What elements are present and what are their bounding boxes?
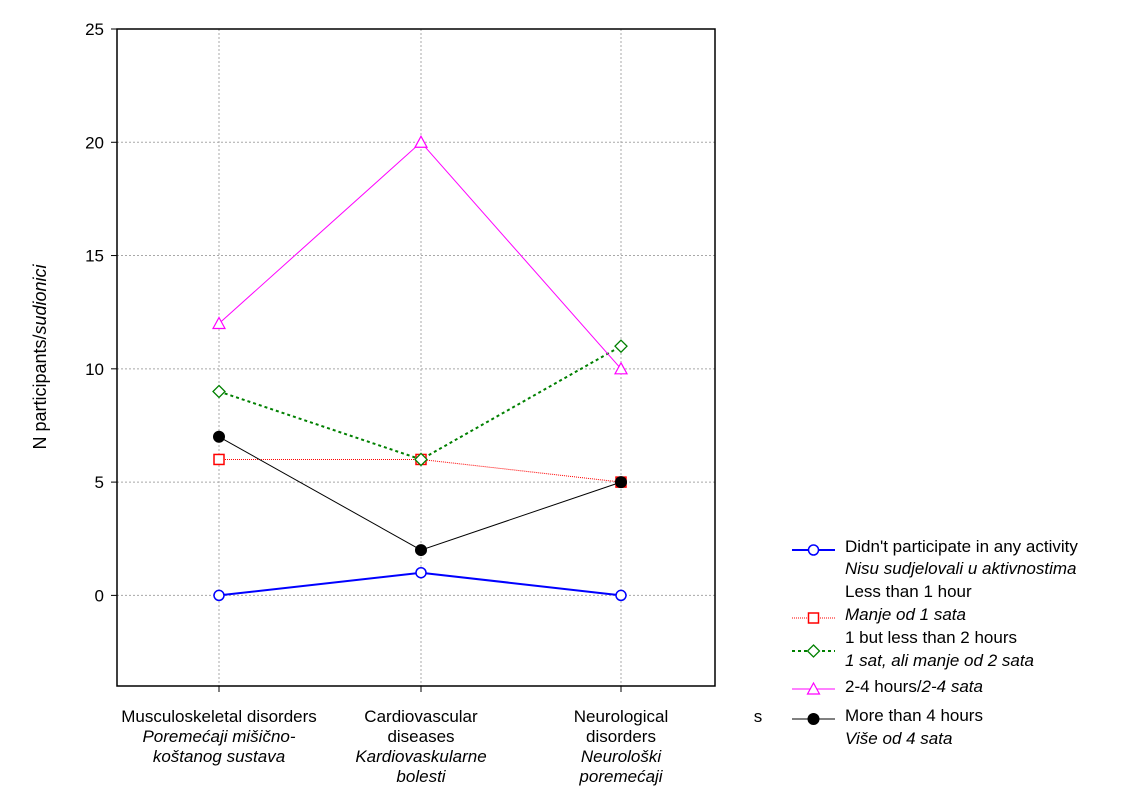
y-tick-label: 5 — [95, 473, 104, 492]
category-label-italic: koštanog sustava — [153, 747, 285, 766]
y-axis-label-main: N participants/ — [30, 334, 50, 449]
legend-label: Didn't participate in any activity — [845, 537, 1078, 556]
data-point — [212, 384, 226, 399]
legend: Didn't participate in any activity Nisu s… — [792, 537, 1078, 748]
series-line — [218, 345, 622, 461]
legend-label: Less than 1 hour — [845, 582, 972, 601]
category-label: Cardiovascular — [364, 707, 478, 726]
legend-label-italic: 2-4 sata — [921, 677, 983, 696]
data-point — [615, 589, 627, 602]
y-tick-label: 20 — [85, 133, 104, 152]
data-point — [807, 612, 820, 624]
data-point — [806, 681, 821, 695]
plot-frame — [116, 28, 716, 687]
legend-label: 1 but less than 2 hours — [845, 628, 1017, 647]
data-point — [415, 566, 427, 579]
legend-label-italic: Manje od 1 sata — [845, 605, 966, 624]
data-point — [807, 713, 820, 725]
category-label: diseases — [387, 727, 454, 746]
legend-label-italic: Više od 4 sata — [845, 729, 952, 748]
axes: 0 5 10 15 20 25 N participants/sudionici — [30, 20, 716, 692]
data-point — [213, 589, 225, 602]
stray-label: s — [754, 707, 763, 726]
category-label: Musculoskeletal disorders — [121, 707, 317, 726]
y-axis-label-italic: sudionici — [30, 263, 50, 334]
data-point — [211, 316, 227, 330]
legend-label-italic: Nisu sudjelovali u aktivnostima — [845, 559, 1077, 578]
y-tick-label: 15 — [85, 247, 104, 266]
category-label-italic: Kardiovaskularne — [355, 747, 486, 766]
y-tick-label: 25 — [85, 20, 104, 39]
data-point — [213, 430, 225, 443]
y-tick-label: 10 — [85, 360, 104, 379]
series — [211, 135, 629, 602]
data-point — [413, 135, 429, 148]
category-label-italic: Neurološki — [581, 747, 663, 766]
legend-label: More than 4 hours — [845, 706, 983, 725]
data-point — [613, 361, 629, 375]
data-point — [807, 544, 820, 556]
legend-label-italic: 1 sat, ali manje od 2 sata — [845, 651, 1034, 670]
data-point — [806, 644, 821, 658]
y-tick-label: 0 — [95, 586, 104, 605]
data-point — [615, 476, 627, 489]
data-point — [415, 544, 427, 557]
data-point — [213, 453, 225, 466]
legend-label-part: 2-4 hours/ — [845, 677, 922, 696]
category-label: Neurological — [574, 707, 669, 726]
category-label-italic: Poremećaji mišično- — [142, 727, 295, 746]
category-label-italic: bolesti — [396, 767, 446, 786]
data-point — [414, 452, 428, 467]
legend-label: 2-4 hours/2-4 sata — [845, 677, 983, 696]
y-axis-label: N participants/sudionici — [30, 263, 50, 449]
category-label-italic: poremećaji — [578, 767, 663, 786]
data-point — [614, 339, 628, 354]
category-label: disorders — [586, 727, 656, 746]
